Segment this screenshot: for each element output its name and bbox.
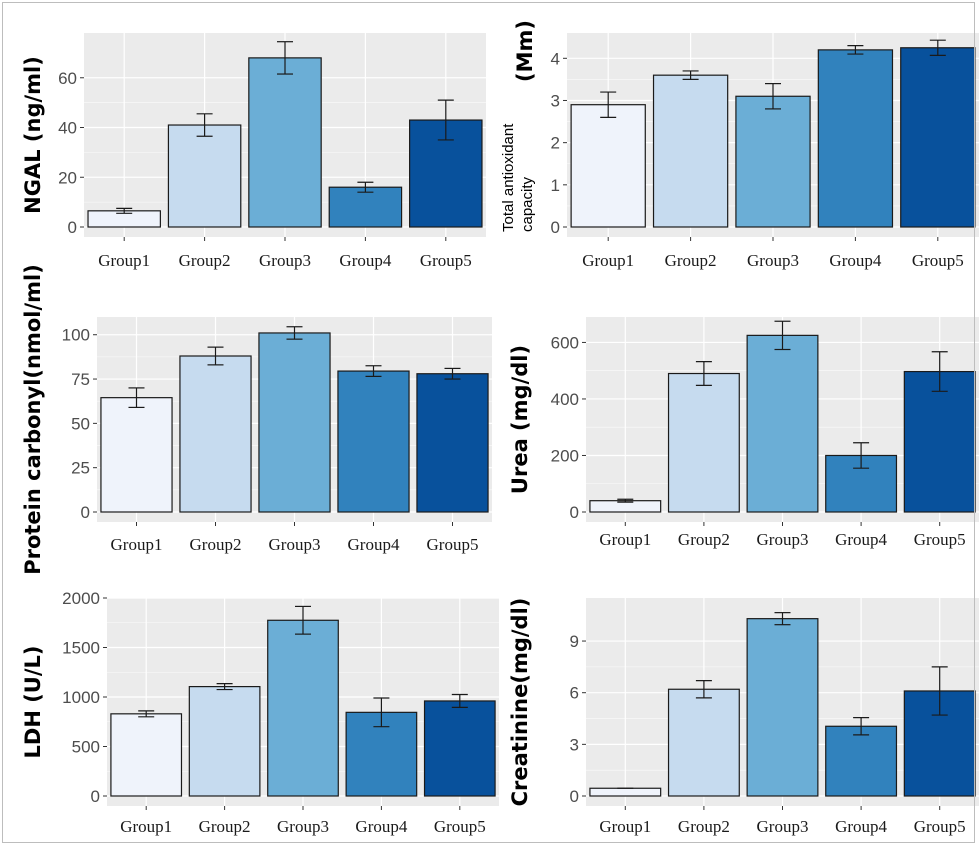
x-tick-label: Group4 [339, 251, 391, 270]
bar-group3 [267, 619, 339, 797]
y-axis-label-line-2: capacity [519, 176, 536, 232]
chart-panel-6: 0 3 6 9 Group1 Group2 Group3 Group4 Group5 Creati… [508, 598, 979, 836]
x-tick-label: Group2 [179, 251, 231, 270]
bar-group3 [258, 332, 331, 513]
y-tick-label: 200 [551, 446, 579, 465]
x-tick-label: Group5 [420, 251, 472, 270]
x-tick-label: Group5 [914, 530, 966, 549]
y-tick-label: 0 [551, 218, 560, 237]
bar-group2 [667, 372, 740, 513]
y-axis-label: Urea (mg/dl) [508, 345, 532, 494]
bar-group1 [570, 104, 646, 228]
x-tick-label: Group2 [199, 817, 251, 836]
y-tick-label: 100 [62, 326, 90, 345]
x-tick-label: Group3 [757, 817, 809, 836]
x-tick-label: Group2 [678, 817, 730, 836]
x-tick-label: Group3 [757, 530, 809, 549]
bar-group3 [735, 95, 811, 228]
y-tick-label: 500 [72, 738, 100, 757]
y-axis-label: LDH (U/L) [21, 646, 45, 759]
y-tick-label: 0 [570, 503, 579, 522]
bar-group1 [100, 397, 173, 513]
x-tick-label: Group5 [434, 817, 486, 836]
x-tick-label: Group5 [914, 817, 966, 836]
bar-group4 [817, 49, 894, 228]
x-tick-label: Group2 [665, 251, 717, 270]
bar-group2 [167, 124, 242, 228]
y-tick-label: 0 [81, 503, 90, 522]
bar-group1 [589, 787, 662, 797]
x-tick-label: Group4 [835, 817, 887, 836]
x-tick-label: Group4 [355, 817, 407, 836]
y-tick-label: 400 [551, 390, 579, 409]
y-tick-label: 3 [551, 91, 560, 110]
y-tick-label: 1 [551, 176, 560, 195]
bar-group5 [900, 47, 976, 228]
y-axis-label: NGAL (ng/ml) [21, 56, 45, 214]
x-tick-label: Group1 [582, 251, 634, 270]
y-tick-label: 3 [570, 735, 579, 754]
bar-group3 [746, 334, 819, 513]
x-tick-label: Group3 [269, 535, 321, 554]
chart-panel-2: 0 1 2 3 4 Group1 Group2 Group3 Group4 Group5 Total… [500, 20, 979, 270]
y-tick-label: 25 [71, 459, 90, 478]
bar-group4 [825, 725, 898, 797]
x-tick-label: Group4 [829, 251, 881, 270]
x-tick-label: Group1 [98, 251, 150, 270]
bar-group5 [423, 700, 496, 797]
chart-panel-4: 0 200 400 600 Group1 Group2 Group3 Group4 Group5… [508, 317, 979, 549]
y-tick-label: 4 [551, 49, 560, 68]
bar-group2 [652, 74, 729, 228]
y-tick-label: 2000 [62, 589, 100, 608]
y-axis-label-unit: (Mm) [513, 20, 537, 82]
y-tick-label: 50 [71, 414, 90, 433]
y-tick-label: 2 [551, 134, 560, 153]
y-tick-label: 40 [58, 119, 77, 138]
bar-group2 [179, 355, 252, 513]
bar-group2 [188, 686, 261, 797]
bar-group1 [110, 713, 183, 797]
bar-group3 [248, 57, 322, 228]
bar-group5 [903, 370, 976, 513]
chart-panel-3: 0 25 50 75 100 Group1 Group2 Group3 Group4 Group5… [21, 264, 492, 575]
x-tick-label: Group3 [277, 817, 329, 836]
bar-group3 [746, 618, 819, 797]
y-tick-label: 9 [570, 632, 579, 651]
y-axis-label: Protein carbonyl(nmol/ml) [21, 264, 45, 575]
x-tick-label: Group1 [120, 817, 172, 836]
y-tick-label: 75 [71, 370, 90, 389]
bar-group4 [337, 370, 410, 513]
x-tick-label: Group2 [678, 530, 730, 549]
x-tick-label: Group3 [259, 251, 311, 270]
y-tick-label: 0 [91, 787, 100, 806]
chart-panel-5: 0 500 1000 1500 2000 Group1 Group2 Group3 Group4… [21, 589, 499, 836]
x-tick-label: Group1 [111, 535, 163, 554]
x-tick-label: Group3 [747, 251, 799, 270]
x-tick-label: Group1 [599, 817, 651, 836]
y-tick-label: 0 [68, 218, 77, 237]
y-tick-label: 60 [58, 69, 77, 88]
bar-group4 [328, 186, 403, 228]
y-tick-label: 6 [570, 684, 579, 703]
chart-panel-1: 0 20 40 60 Group1 Group2 Group3 Group4 Group5 NGA… [21, 33, 486, 270]
x-tick-label: Group5 [427, 535, 479, 554]
x-tick-label: Group2 [190, 535, 242, 554]
bar-group2 [667, 688, 740, 797]
bar-group5 [416, 373, 489, 513]
y-tick-label: 600 [551, 333, 579, 352]
x-tick-label: Group4 [348, 535, 400, 554]
y-tick-label: 1500 [62, 639, 100, 658]
y-axis-label-line-1: Total antioxidant [500, 123, 517, 232]
y-tick-label: 20 [58, 168, 77, 187]
y-tick-label: 1000 [62, 688, 100, 707]
y-tick-label: 0 [570, 787, 579, 806]
y-axis-label: Creatinine(mg/dl) [508, 598, 532, 807]
x-tick-label: Group1 [599, 530, 651, 549]
x-tick-label: Group4 [835, 530, 887, 549]
x-tick-label: Group5 [912, 251, 964, 270]
